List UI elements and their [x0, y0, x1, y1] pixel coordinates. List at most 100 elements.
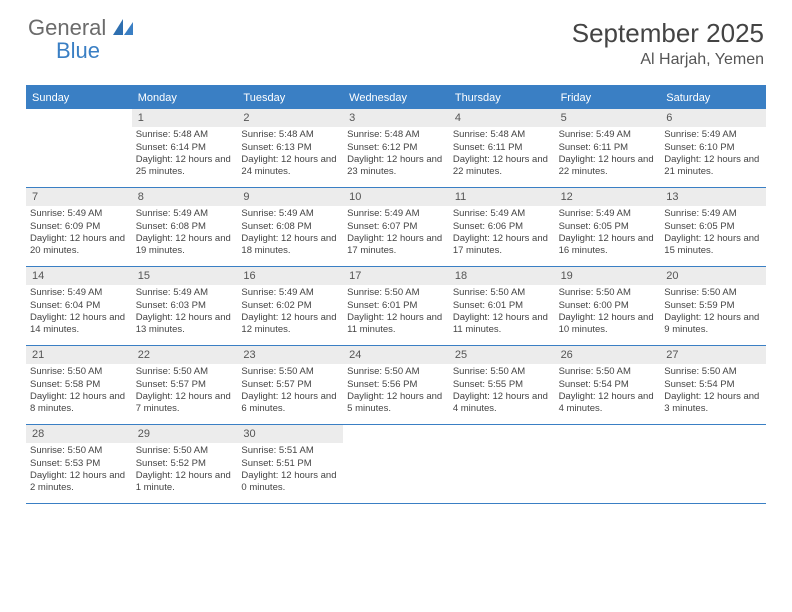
day-number: 11	[449, 188, 555, 206]
sunrise-line: Sunrise: 5:50 AM	[347, 366, 445, 378]
sunrise-line: Sunrise: 5:48 AM	[136, 129, 234, 141]
daylight-line: Daylight: 12 hours and 3 minutes.	[664, 391, 762, 416]
day-number: 7	[26, 188, 132, 206]
day-number: 13	[660, 188, 766, 206]
daylight-line: Daylight: 12 hours and 15 minutes.	[664, 233, 762, 258]
sunset-line: Sunset: 5:51 PM	[241, 458, 339, 470]
calendar-cell: 16Sunrise: 5:49 AMSunset: 6:02 PMDayligh…	[237, 267, 343, 345]
sunset-line: Sunset: 6:11 PM	[453, 142, 551, 154]
day-info: Sunrise: 5:49 AMSunset: 6:05 PMDaylight:…	[660, 206, 766, 261]
daylight-line: Daylight: 12 hours and 13 minutes.	[136, 312, 234, 337]
sunset-line: Sunset: 5:57 PM	[241, 379, 339, 391]
logo-text-general: General	[28, 15, 106, 40]
calendar-cell: 7Sunrise: 5:49 AMSunset: 6:09 PMDaylight…	[26, 188, 132, 266]
day-info: Sunrise: 5:50 AMSunset: 5:58 PMDaylight:…	[26, 364, 132, 419]
sunset-line: Sunset: 6:03 PM	[136, 300, 234, 312]
logo-sail-icon	[113, 22, 135, 39]
daylight-line: Daylight: 12 hours and 23 minutes.	[347, 154, 445, 179]
calendar-cell: 26Sunrise: 5:50 AMSunset: 5:54 PMDayligh…	[555, 346, 661, 424]
calendar-cell: 23Sunrise: 5:50 AMSunset: 5:57 PMDayligh…	[237, 346, 343, 424]
daylight-line: Daylight: 12 hours and 21 minutes.	[664, 154, 762, 179]
sunset-line: Sunset: 5:54 PM	[664, 379, 762, 391]
sunrise-line: Sunrise: 5:50 AM	[241, 366, 339, 378]
sunrise-line: Sunrise: 5:49 AM	[30, 287, 128, 299]
calendar-cell: 4Sunrise: 5:48 AMSunset: 6:11 PMDaylight…	[449, 109, 555, 187]
day-number: 16	[237, 267, 343, 285]
daylight-line: Daylight: 12 hours and 12 minutes.	[241, 312, 339, 337]
day-number: 1	[132, 109, 238, 127]
daylight-line: Daylight: 12 hours and 8 minutes.	[30, 391, 128, 416]
calendar-cell: 8Sunrise: 5:49 AMSunset: 6:08 PMDaylight…	[132, 188, 238, 266]
sunset-line: Sunset: 5:53 PM	[30, 458, 128, 470]
sunrise-line: Sunrise: 5:48 AM	[241, 129, 339, 141]
sunrise-line: Sunrise: 5:49 AM	[241, 208, 339, 220]
calendar-cell	[660, 425, 766, 503]
day-info: Sunrise: 5:50 AMSunset: 5:59 PMDaylight:…	[660, 285, 766, 340]
day-number: 30	[237, 425, 343, 443]
title-block: September 2025 Al Harjah, Yemen	[572, 18, 764, 69]
sunset-line: Sunset: 6:07 PM	[347, 221, 445, 233]
day-header: Tuesday	[237, 87, 343, 109]
daylight-line: Daylight: 12 hours and 2 minutes.	[30, 470, 128, 495]
sunset-line: Sunset: 6:08 PM	[136, 221, 234, 233]
sunset-line: Sunset: 6:05 PM	[559, 221, 657, 233]
daylight-line: Daylight: 12 hours and 9 minutes.	[664, 312, 762, 337]
day-headers-row: SundayMondayTuesdayWednesdayThursdayFrid…	[26, 87, 766, 109]
day-number: 27	[660, 346, 766, 364]
daylight-line: Daylight: 12 hours and 10 minutes.	[559, 312, 657, 337]
day-number: 20	[660, 267, 766, 285]
day-info: Sunrise: 5:50 AMSunset: 5:53 PMDaylight:…	[26, 443, 132, 498]
sunrise-line: Sunrise: 5:49 AM	[664, 208, 762, 220]
day-info: Sunrise: 5:49 AMSunset: 6:04 PMDaylight:…	[26, 285, 132, 340]
day-number: 28	[26, 425, 132, 443]
calendar-weeks: 1Sunrise: 5:48 AMSunset: 6:14 PMDaylight…	[26, 109, 766, 504]
calendar-cell: 17Sunrise: 5:50 AMSunset: 6:01 PMDayligh…	[343, 267, 449, 345]
calendar-cell: 25Sunrise: 5:50 AMSunset: 5:55 PMDayligh…	[449, 346, 555, 424]
day-info: Sunrise: 5:48 AMSunset: 6:13 PMDaylight:…	[237, 127, 343, 182]
day-info: Sunrise: 5:50 AMSunset: 6:00 PMDaylight:…	[555, 285, 661, 340]
daylight-line: Daylight: 12 hours and 25 minutes.	[136, 154, 234, 179]
calendar-week-row: 21Sunrise: 5:50 AMSunset: 5:58 PMDayligh…	[26, 346, 766, 425]
sunrise-line: Sunrise: 5:49 AM	[559, 129, 657, 141]
day-number: 26	[555, 346, 661, 364]
calendar-cell: 13Sunrise: 5:49 AMSunset: 6:05 PMDayligh…	[660, 188, 766, 266]
calendar: SundayMondayTuesdayWednesdayThursdayFrid…	[26, 85, 766, 504]
day-info: Sunrise: 5:49 AMSunset: 6:11 PMDaylight:…	[555, 127, 661, 182]
calendar-cell: 24Sunrise: 5:50 AMSunset: 5:56 PMDayligh…	[343, 346, 449, 424]
daylight-line: Daylight: 12 hours and 5 minutes.	[347, 391, 445, 416]
sunrise-line: Sunrise: 5:49 AM	[664, 129, 762, 141]
sunset-line: Sunset: 6:13 PM	[241, 142, 339, 154]
sunrise-line: Sunrise: 5:48 AM	[347, 129, 445, 141]
sunset-line: Sunset: 6:10 PM	[664, 142, 762, 154]
calendar-cell: 5Sunrise: 5:49 AMSunset: 6:11 PMDaylight…	[555, 109, 661, 187]
daylight-line: Daylight: 12 hours and 24 minutes.	[241, 154, 339, 179]
daylight-line: Daylight: 12 hours and 7 minutes.	[136, 391, 234, 416]
calendar-cell: 29Sunrise: 5:50 AMSunset: 5:52 PMDayligh…	[132, 425, 238, 503]
daylight-line: Daylight: 12 hours and 4 minutes.	[453, 391, 551, 416]
day-info: Sunrise: 5:48 AMSunset: 6:14 PMDaylight:…	[132, 127, 238, 182]
day-info: Sunrise: 5:50 AMSunset: 6:01 PMDaylight:…	[343, 285, 449, 340]
day-info: Sunrise: 5:49 AMSunset: 6:09 PMDaylight:…	[26, 206, 132, 261]
day-number: 17	[343, 267, 449, 285]
day-info: Sunrise: 5:51 AMSunset: 5:51 PMDaylight:…	[237, 443, 343, 498]
day-info: Sunrise: 5:49 AMSunset: 6:10 PMDaylight:…	[660, 127, 766, 182]
day-header: Monday	[132, 87, 238, 109]
day-number: 19	[555, 267, 661, 285]
day-number: 5	[555, 109, 661, 127]
daylight-line: Daylight: 12 hours and 18 minutes.	[241, 233, 339, 258]
calendar-week-row: 28Sunrise: 5:50 AMSunset: 5:53 PMDayligh…	[26, 425, 766, 504]
sunset-line: Sunset: 6:01 PM	[347, 300, 445, 312]
day-number: 3	[343, 109, 449, 127]
sunrise-line: Sunrise: 5:51 AM	[241, 445, 339, 457]
daylight-line: Daylight: 12 hours and 22 minutes.	[559, 154, 657, 179]
sunset-line: Sunset: 5:52 PM	[136, 458, 234, 470]
sunrise-line: Sunrise: 5:50 AM	[30, 445, 128, 457]
sunset-line: Sunset: 6:01 PM	[453, 300, 551, 312]
sunset-line: Sunset: 6:04 PM	[30, 300, 128, 312]
calendar-cell: 22Sunrise: 5:50 AMSunset: 5:57 PMDayligh…	[132, 346, 238, 424]
calendar-cell: 21Sunrise: 5:50 AMSunset: 5:58 PMDayligh…	[26, 346, 132, 424]
day-info: Sunrise: 5:49 AMSunset: 6:08 PMDaylight:…	[237, 206, 343, 261]
daylight-line: Daylight: 12 hours and 22 minutes.	[453, 154, 551, 179]
day-number: 24	[343, 346, 449, 364]
calendar-cell: 10Sunrise: 5:49 AMSunset: 6:07 PMDayligh…	[343, 188, 449, 266]
